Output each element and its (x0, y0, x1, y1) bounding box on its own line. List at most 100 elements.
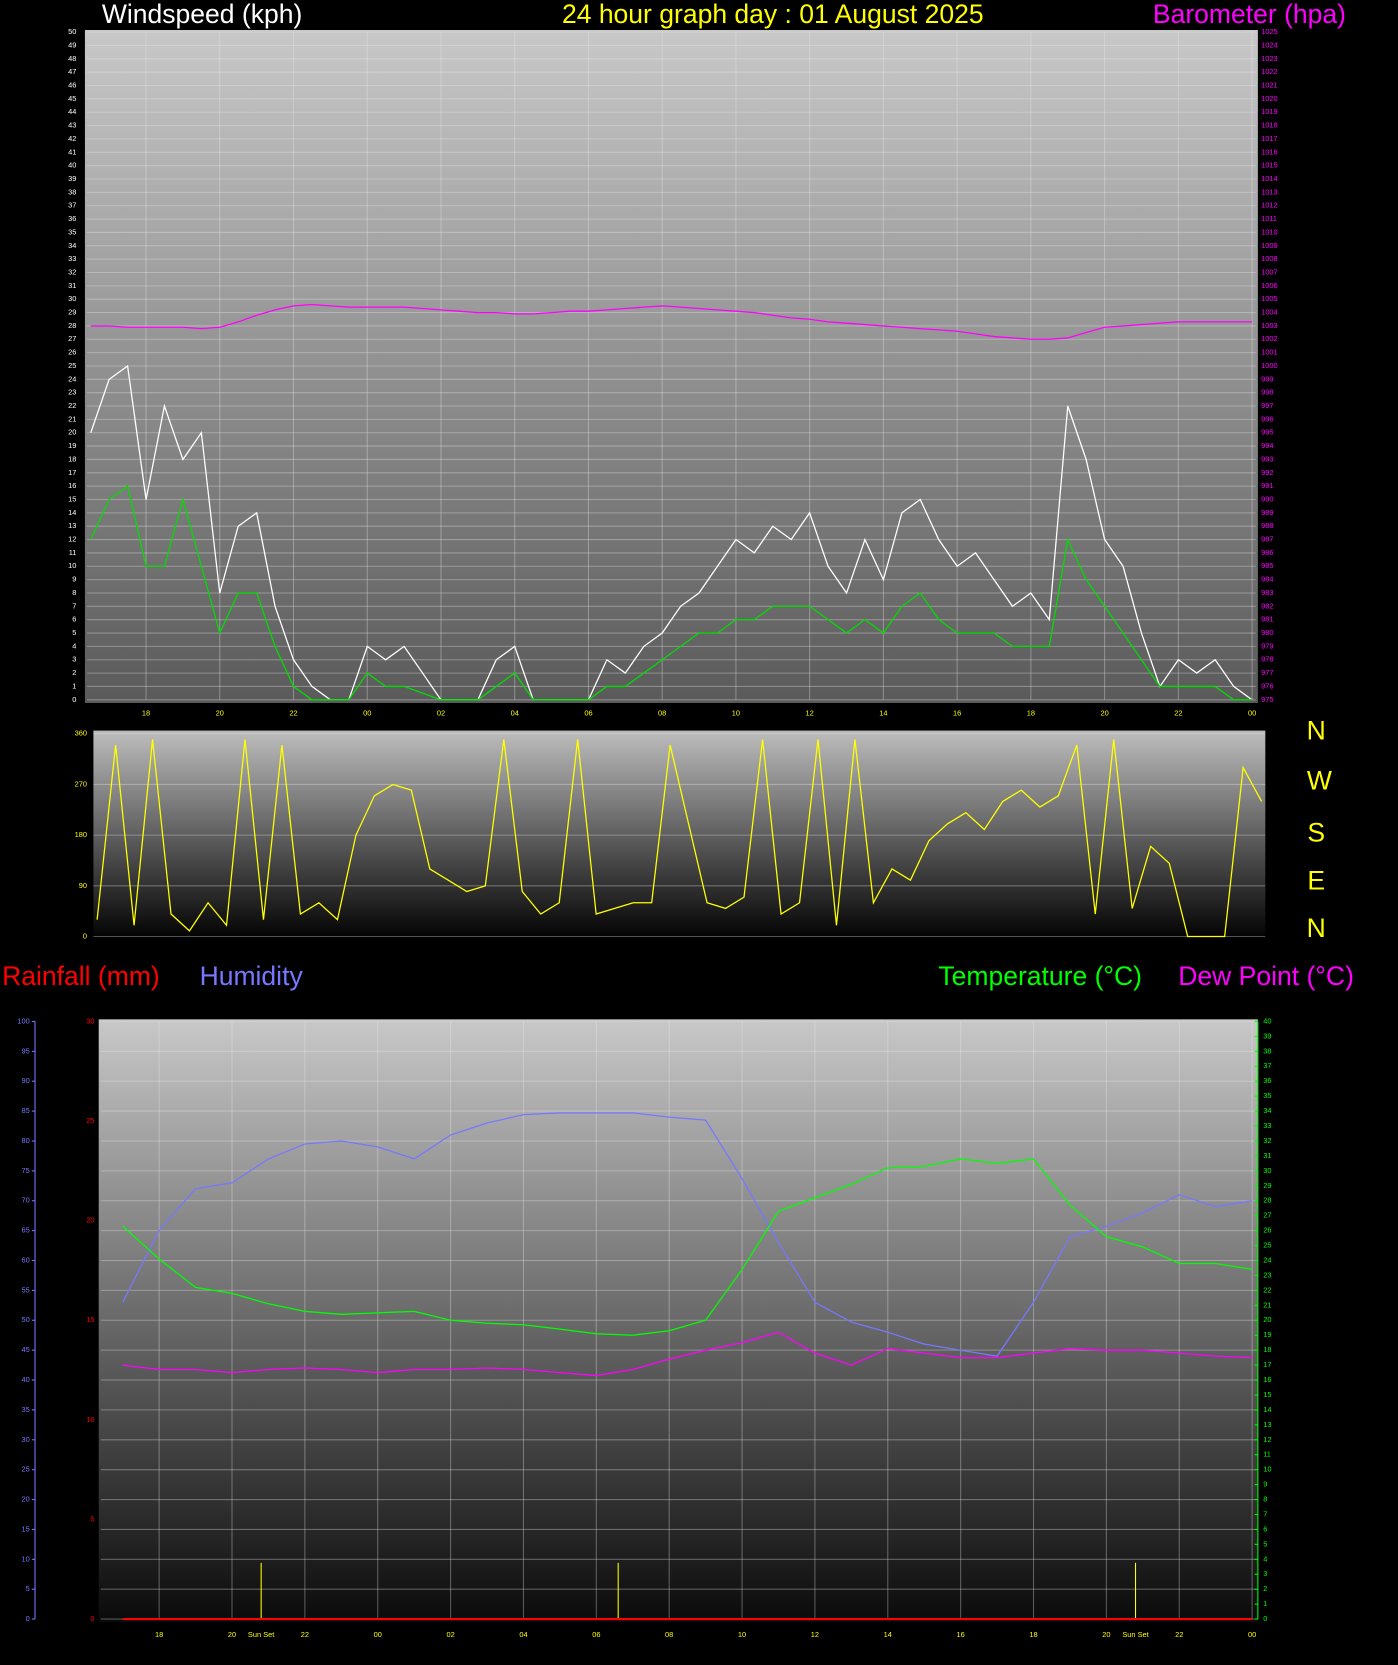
y-tick-label: 41 (68, 147, 76, 156)
y2-tick-label: 7 (1263, 1509, 1267, 1518)
y3-tick-label: 30 (21, 1435, 29, 1444)
y2-tick-label: 987 (1261, 535, 1273, 544)
y2-tick-label: 22 (1263, 1285, 1271, 1294)
y3-tick-label: 35 (21, 1405, 29, 1414)
x-tick-label: 12 (811, 1630, 819, 1639)
y2-tick-label: 36 (1263, 1076, 1271, 1085)
x-tick-label: 02 (446, 1630, 454, 1639)
y-tick-label: 36 (68, 214, 76, 223)
y2-tick-label: 6 (1263, 1524, 1267, 1533)
x-tick-label: 14 (879, 709, 887, 718)
y3-tick-label: 40 (21, 1375, 29, 1384)
y-tick-label: 15 (68, 494, 76, 503)
x-tick-label: 02 (437, 709, 445, 718)
y2-tick-label: 981 (1261, 615, 1273, 624)
y2-tick-label: 997 (1261, 401, 1273, 410)
y2-tick-label: 9 (1263, 1480, 1267, 1489)
y-tick-label: 8 (72, 588, 76, 597)
y2-tick-label: 2 (1263, 1584, 1267, 1593)
y2-tick-label: 975 (1261, 695, 1273, 704)
y-tick-label: 10 (68, 561, 76, 570)
x-tick-label: 10 (732, 709, 740, 718)
legend-entry: Humidity (200, 961, 304, 991)
y-tick-label: 30 (86, 1016, 94, 1025)
y2-tick-label: 17 (1263, 1360, 1271, 1369)
x-tick-label: 00 (1248, 709, 1256, 718)
series-line (122, 1158, 1253, 1336)
x-tick-label: 06 (592, 1630, 600, 1639)
y2-tick-label: 1013 (1261, 187, 1278, 196)
x-tick-label: 16 (953, 709, 961, 718)
y2-tick-label: 1023 (1261, 54, 1278, 63)
y2-tick-label: 30 (1263, 1166, 1271, 1175)
y2-tick-label: 1017 (1261, 134, 1278, 143)
y-tick-label: 22 (68, 401, 76, 410)
y-tick-label: 6 (72, 615, 76, 624)
y3-tick-label: 75 (21, 1166, 29, 1175)
y-tick-label: 0 (72, 695, 76, 704)
series-line (90, 485, 1253, 701)
y-tick-label: 19 (68, 441, 76, 450)
x-tick-label: 04 (511, 709, 519, 718)
y-tick-label: 20 (68, 428, 76, 437)
x-tick-label: 22 (301, 1630, 309, 1639)
y2-tick-label: 1016 (1261, 147, 1278, 156)
y2-tick-label: 18 (1263, 1345, 1271, 1354)
y2-tick-label: 985 (1261, 561, 1273, 570)
y-tick-label: 20 (86, 1216, 94, 1225)
y2-tick-label: 3 (1263, 1569, 1267, 1578)
y-tick-label: 44 (68, 107, 76, 116)
y-tick-label: 30 (68, 294, 76, 303)
y-tick-label: 7 (72, 601, 76, 610)
y2-tick-label: 1012 (1261, 201, 1278, 210)
y2-tick-label: 1002 (1261, 334, 1278, 343)
y2-tick-label: 5 (1263, 1539, 1267, 1548)
y2-tick-label: 988 (1261, 521, 1273, 530)
y-tick-label: 29 (68, 308, 76, 317)
y-tick-label: 11 (69, 548, 77, 557)
y2-tick-label: 1004 (1261, 308, 1278, 317)
y3-tick-label: 100 (17, 1016, 29, 1025)
y2-tick-label: 23 (1263, 1270, 1271, 1279)
legend-entry: Temperature (°C) (938, 961, 1142, 991)
y2-tick-label: 0 (1263, 1614, 1267, 1623)
y2-tick-label: 26 (1263, 1226, 1271, 1235)
y-tick-label: 38 (68, 187, 76, 196)
y2-tick-label: 1022 (1261, 67, 1278, 76)
y2-tick-label: 19 (1263, 1330, 1271, 1339)
y-tick-label: 32 (68, 267, 76, 276)
y3-tick-label: 55 (21, 1285, 29, 1294)
y2-tick-label: 1015 (1261, 161, 1278, 170)
y-tick-label: 24 (68, 374, 76, 383)
y2-tick-label: 32 (1263, 1136, 1271, 1145)
chart-title: 24 hour graph day : 01 August 2025 (562, 0, 984, 29)
y3-tick-label: 5 (26, 1584, 30, 1593)
series-line (90, 303, 1253, 340)
x-tick-label: 18 (1027, 709, 1035, 718)
y2-tick-label: 38 (1263, 1046, 1271, 1055)
y2-tick-label: 31 (1263, 1151, 1271, 1160)
y3-tick-label: 65 (21, 1226, 29, 1235)
y2-tick-label: 21 (1263, 1300, 1271, 1309)
y2-tick-label: 995 (1261, 428, 1273, 437)
y-tick-label: 180 (75, 830, 87, 839)
y-tick-label: 34 (68, 241, 76, 250)
y3-tick-label: 10 (21, 1554, 29, 1563)
x-tick-label: 00 (374, 1630, 382, 1639)
y2-tick-label: 982 (1261, 601, 1273, 610)
y2-tick-label: 994 (1261, 441, 1273, 450)
y2-tick-label: 1019 (1261, 107, 1278, 116)
y-tick-label: 5 (72, 628, 76, 637)
y2-tick-label: 15 (1263, 1390, 1271, 1399)
y2-tick-label: 1000 (1261, 361, 1278, 370)
y2-tick-label: 1005 (1261, 294, 1278, 303)
y-tick-label: 47 (68, 67, 76, 76)
y-tick-label: 2 (72, 668, 76, 677)
y-tick-label: 3 (72, 655, 76, 664)
x-tick-label: 18 (1029, 1630, 1037, 1639)
y2-tick-label: 12 (1263, 1435, 1271, 1444)
y-tick-label: 270 (75, 779, 87, 788)
x-tick-label: 10 (738, 1630, 746, 1639)
y2-tick-label: 990 (1261, 494, 1273, 503)
